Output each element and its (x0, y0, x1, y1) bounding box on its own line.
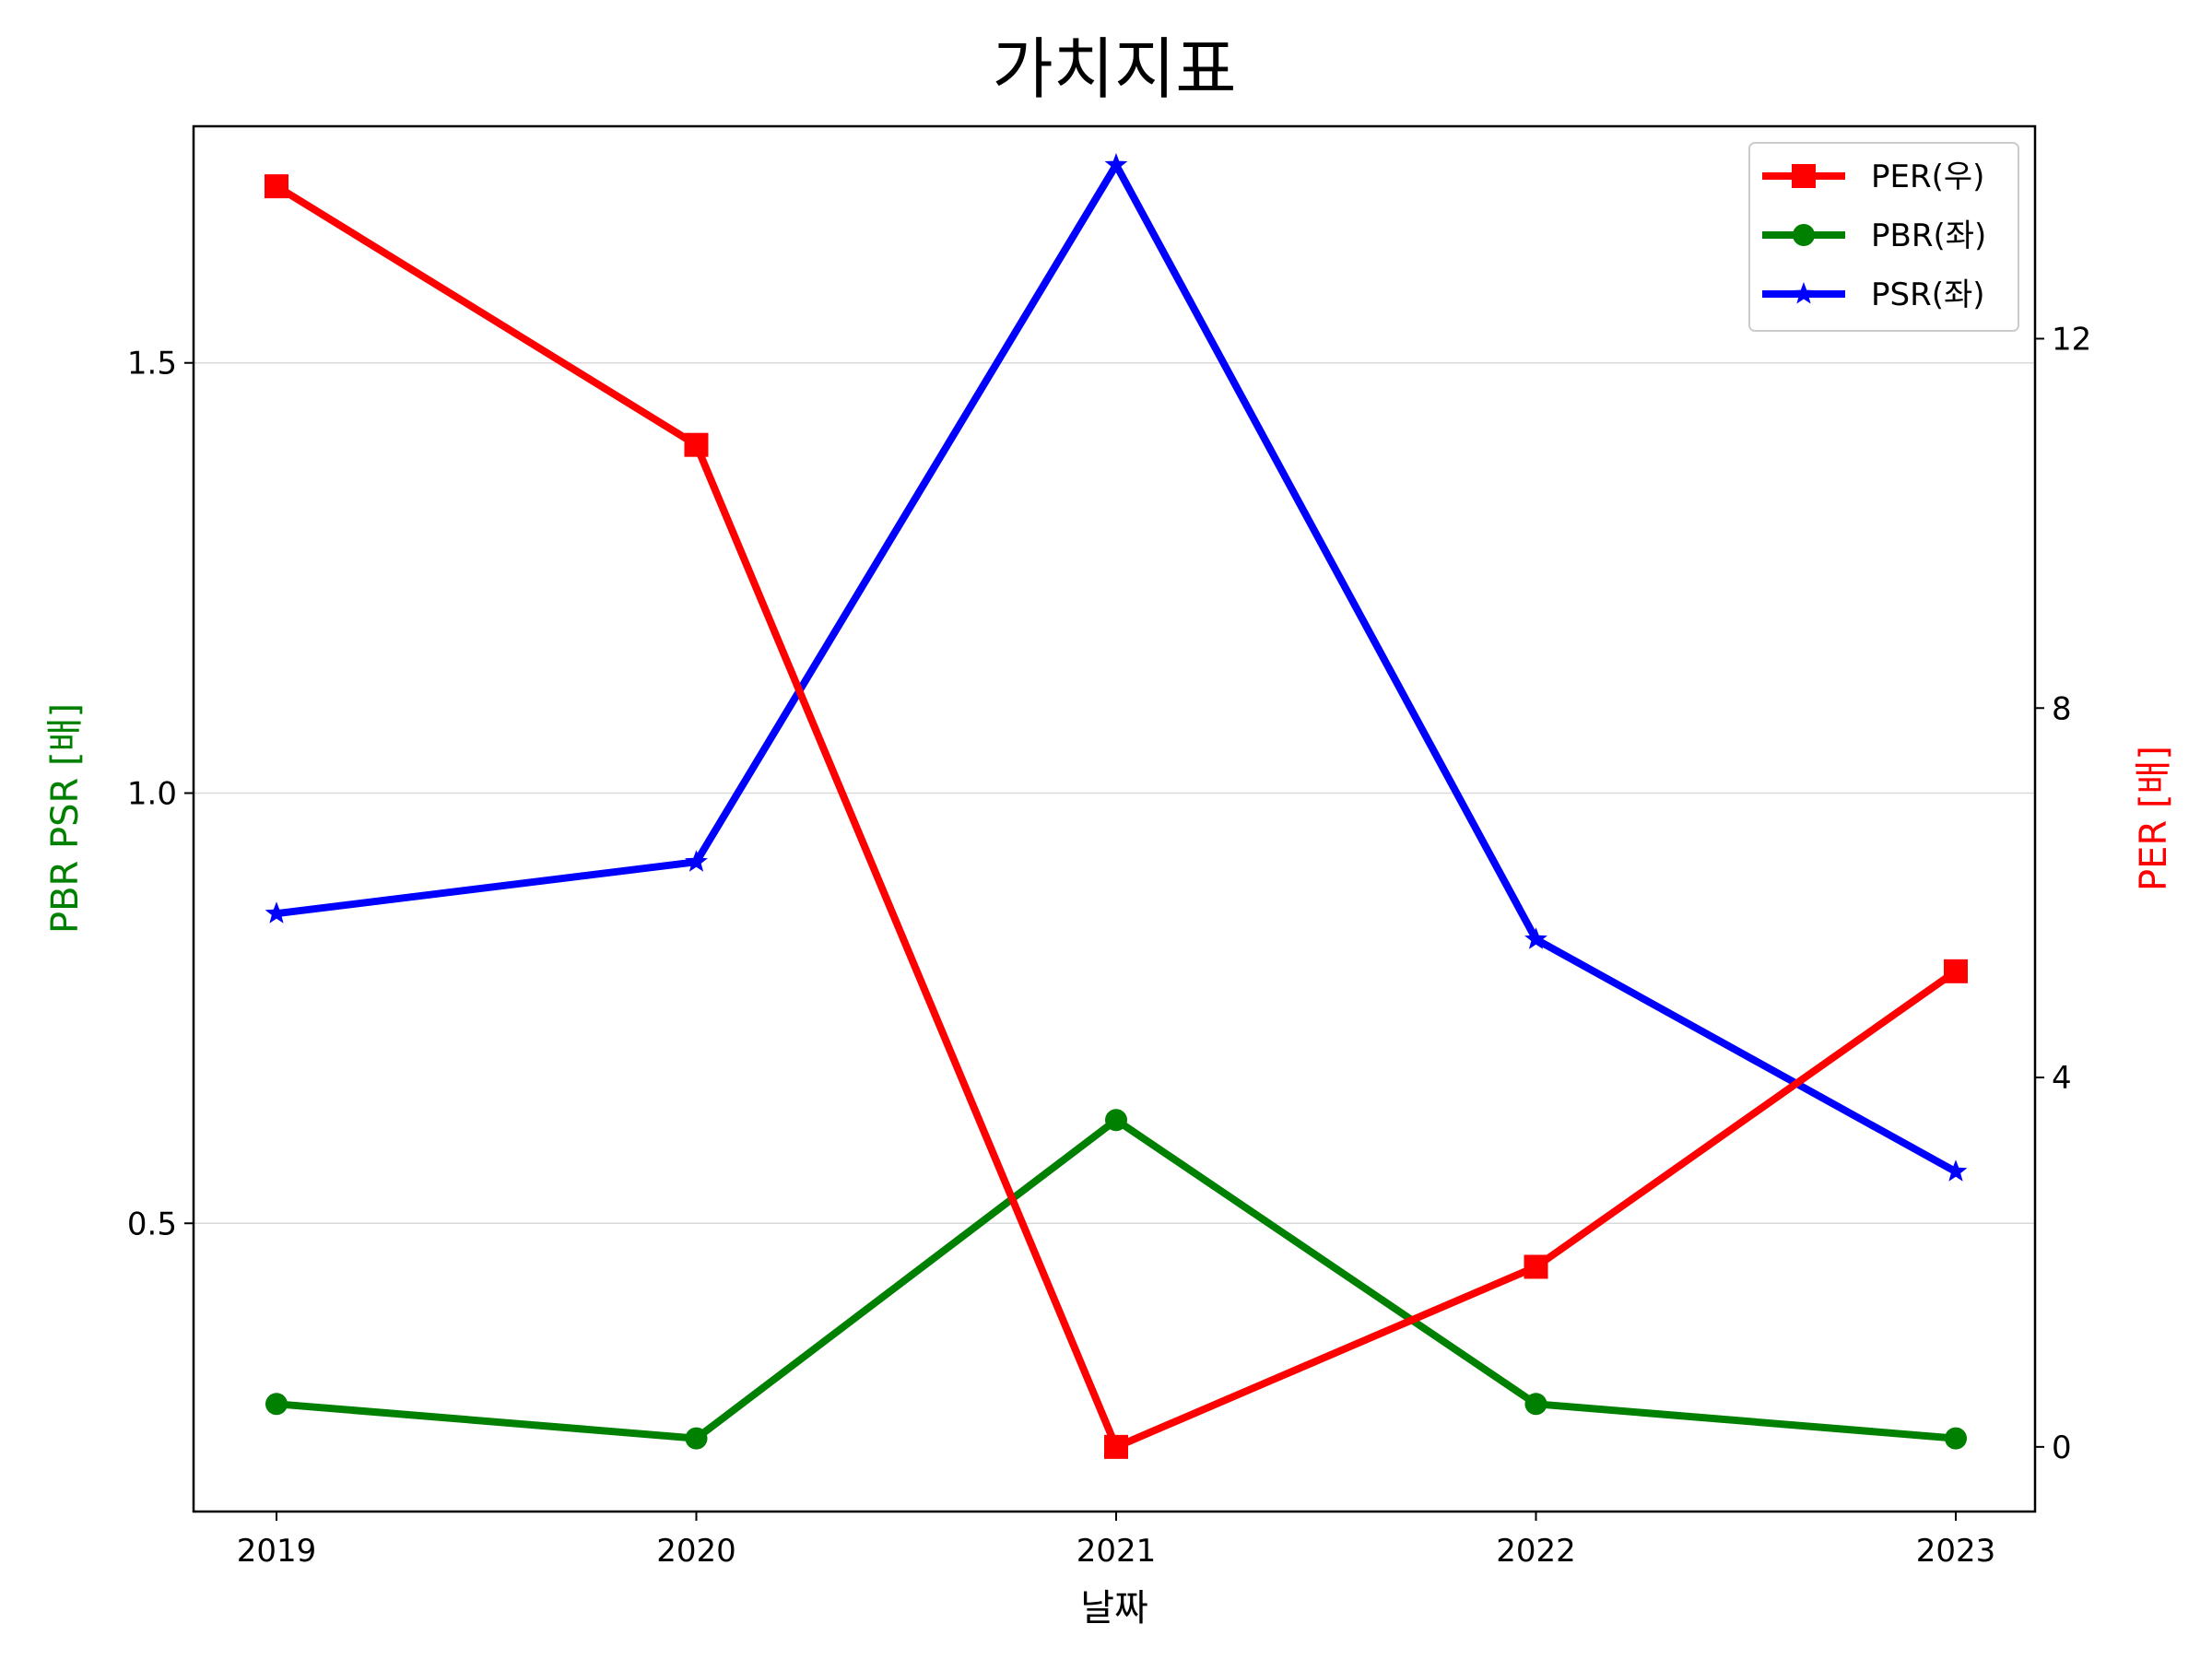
x-tick-label: 2020 (656, 1533, 736, 1570)
data-point (1524, 927, 1547, 949)
data-point (1524, 1393, 1547, 1416)
y-right-tick-label: 12 (2052, 321, 2091, 358)
legend-entry-label: PBR(좌) (1871, 218, 1986, 254)
y-left-tick-label: 1.5 (127, 346, 177, 382)
series-PER(우) (265, 174, 1968, 1459)
y-axis-left-title: PBR PSR [배] (44, 703, 87, 934)
y-left-tick-label: 1.0 (127, 775, 177, 812)
series-PBR(좌) (265, 1109, 1967, 1450)
x-axis-title: 날짜 (1080, 1587, 1148, 1630)
y-right-tick-label: 0 (2052, 1430, 2072, 1466)
legend-entry-label: PSR(좌) (1871, 276, 1985, 313)
legend-entry-label: PER(우) (1871, 159, 1984, 195)
series-line (276, 1116, 1957, 1442)
data-point (1945, 1427, 1967, 1450)
x-tick-label: 2019 (237, 1533, 317, 1570)
data-point (265, 1393, 288, 1416)
legend-swatch-marker (1792, 282, 1816, 304)
axes: 0.5 1.0 1.5 0 4 8 12 2019 2020 2021 2022 2023 (127, 321, 2091, 1570)
x-tick-label: 2021 (1077, 1533, 1157, 1570)
series-line (274, 182, 1959, 1451)
data-point (1104, 153, 1128, 175)
data-point (1104, 1434, 1128, 1459)
legend-swatch-marker (1792, 164, 1816, 188)
legend: PER(우) PBR(좌) PSR(좌) (1748, 142, 2019, 332)
series-layer (265, 153, 1968, 1459)
x-tick-label: 2022 (1496, 1533, 1576, 1570)
plot-frame (192, 124, 2037, 1513)
x-tick-label: 2023 (1916, 1533, 1996, 1570)
series-line (276, 161, 1958, 1175)
y-right-tick-label: 8 (2052, 690, 2072, 727)
y-axis-right-title: PER [배] (2133, 746, 2175, 891)
legend-swatch-marker (1793, 224, 1815, 246)
data-point (1944, 1159, 1968, 1182)
series-PSR(좌) (265, 153, 1968, 1182)
chart-title: 가치지표 (993, 30, 1237, 108)
legend-frame (1748, 142, 2019, 332)
data-point (1944, 959, 1968, 983)
data-point (265, 174, 288, 199)
data-point (685, 1427, 708, 1450)
y-left-tick-label: 0.5 (127, 1206, 177, 1242)
data-point (684, 432, 709, 457)
y-right-tick-label: 4 (2052, 1060, 2072, 1097)
gridlines (194, 361, 2035, 1225)
data-point (1105, 1109, 1127, 1132)
data-point (265, 901, 288, 924)
data-point (685, 850, 708, 872)
data-point (1524, 1254, 1548, 1279)
